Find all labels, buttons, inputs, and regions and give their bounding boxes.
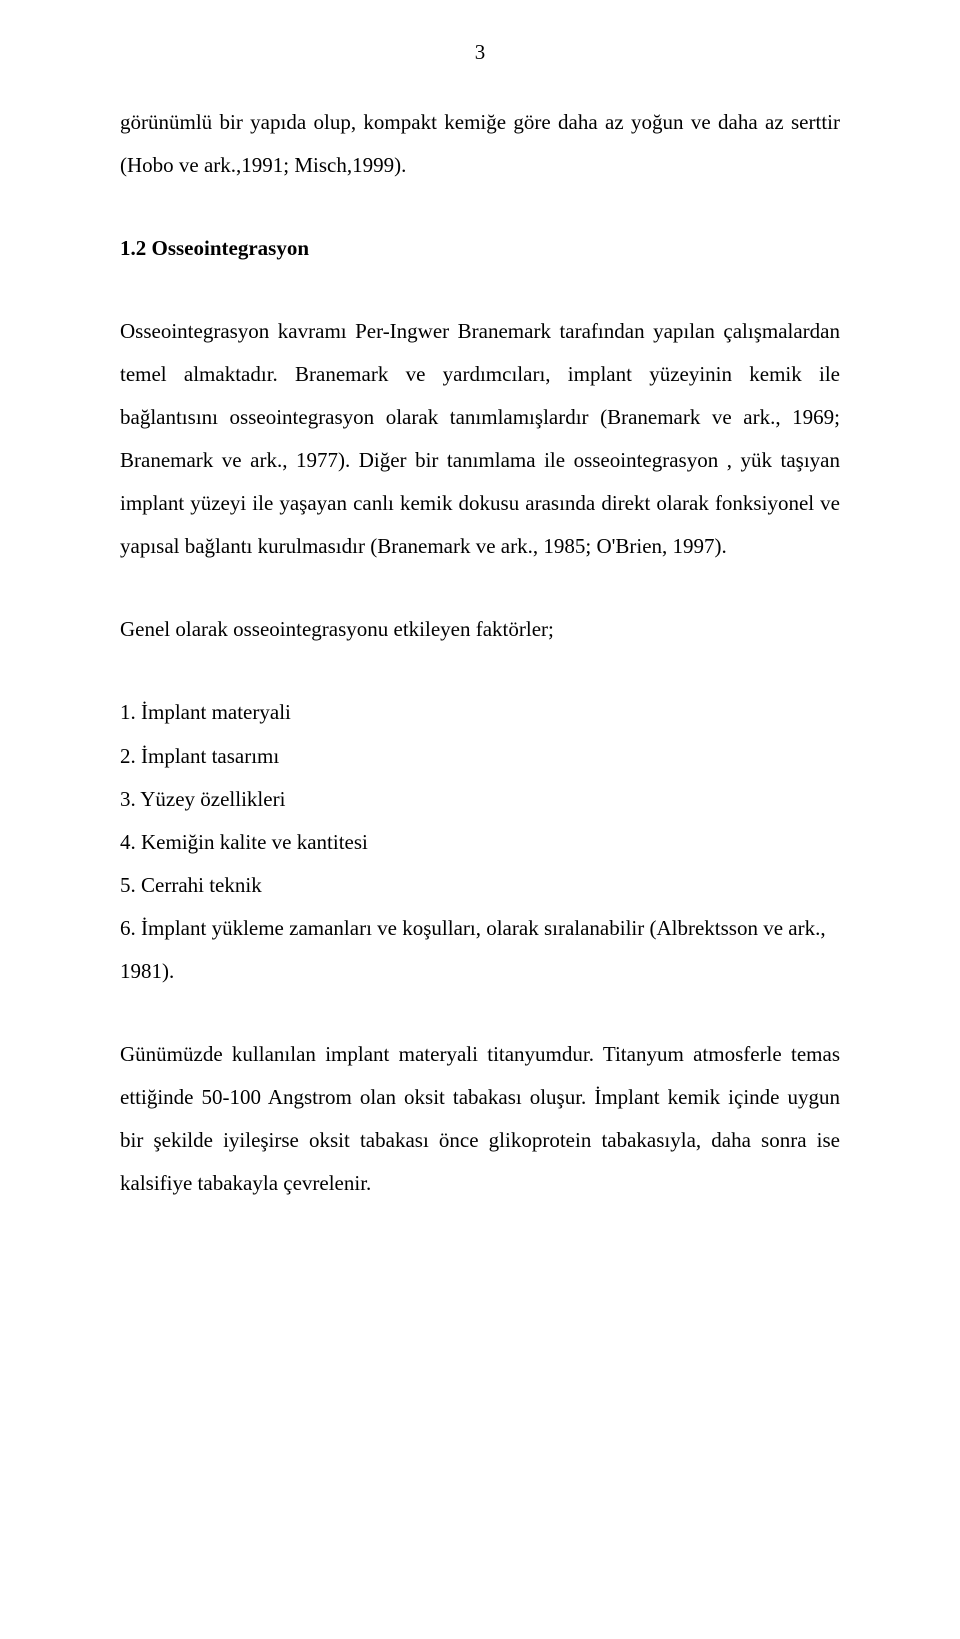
list-item: 6. İmplant yükleme zamanları ve koşullar… <box>120 907 840 993</box>
document-page: 3 görünümlü bir yapıda olup, kompakt kem… <box>0 0 960 1639</box>
list-item: 2. İmplant tasarımı <box>120 735 840 778</box>
page-number: 3 <box>120 42 840 63</box>
list-item: 1. İmplant materyali <box>120 691 840 734</box>
paragraph-1: görünümlü bir yapıda olup, kompakt kemiğ… <box>120 101 840 187</box>
section-heading-and-paragraph: 1.2 Osseointegrasyon <box>120 227 840 270</box>
list-item: 4. Kemiğin kalite ve kantitesi <box>120 821 840 864</box>
factor-list: 1. İmplant materyali 2. İmplant tasarımı… <box>120 691 840 992</box>
list-item: 5. Cerrahi teknik <box>120 864 840 907</box>
list-item: 3. Yüzey özellikleri <box>120 778 840 821</box>
paragraph-2: Osseointegrasyon kavramı Per-Ingwer Bran… <box>120 310 840 568</box>
paragraph-3: Genel olarak osseointegrasyonu etkileyen… <box>120 608 840 651</box>
paragraph-4: Günümüzde kullanılan implant materyali t… <box>120 1033 840 1205</box>
section-heading: 1.2 Osseointegrasyon <box>120 236 309 260</box>
